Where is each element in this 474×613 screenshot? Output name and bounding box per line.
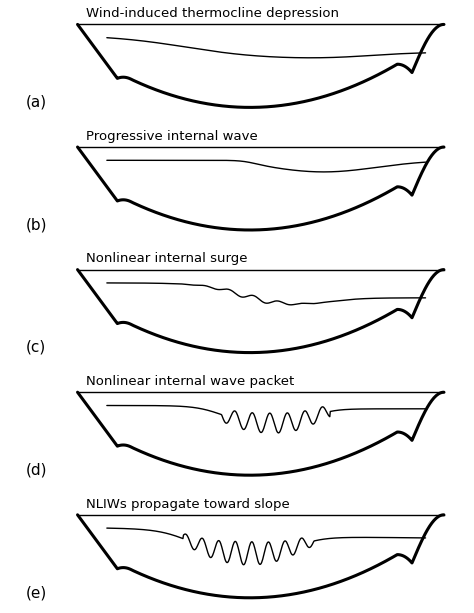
Text: Progressive internal wave: Progressive internal wave bbox=[85, 130, 257, 143]
Text: (b): (b) bbox=[26, 217, 47, 232]
Text: NLIWs propagate toward slope: NLIWs propagate toward slope bbox=[85, 498, 289, 511]
Text: (d): (d) bbox=[26, 462, 47, 478]
Text: (c): (c) bbox=[26, 340, 46, 355]
Text: Nonlinear internal wave packet: Nonlinear internal wave packet bbox=[85, 375, 294, 388]
Text: (e): (e) bbox=[26, 585, 47, 600]
Text: Nonlinear internal surge: Nonlinear internal surge bbox=[85, 253, 247, 265]
Text: Wind-induced thermocline depression: Wind-induced thermocline depression bbox=[85, 7, 338, 20]
Text: (a): (a) bbox=[26, 94, 47, 110]
